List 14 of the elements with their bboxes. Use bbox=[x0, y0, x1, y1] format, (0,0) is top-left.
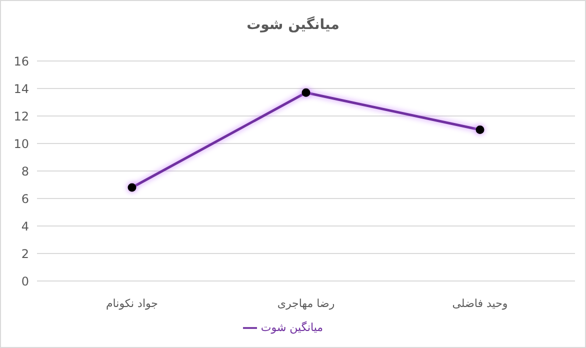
chart-title: میانگین شوت bbox=[246, 17, 340, 33]
y-tick-label: 10 bbox=[14, 136, 29, 151]
x-tick-label: رضا مهاجری bbox=[277, 296, 335, 310]
y-tick-label: 14 bbox=[14, 82, 29, 96]
y-tick-label: 4 bbox=[21, 219, 29, 234]
x-tick-label: جواد نکونام bbox=[106, 296, 158, 310]
y-tick-label: 12 bbox=[14, 109, 29, 124]
y-tick-label: 2 bbox=[21, 246, 29, 261]
legend-label: میانگین شوت bbox=[260, 321, 324, 334]
y-tick-label: 16 bbox=[14, 54, 29, 68]
y-tick-label: 0 bbox=[21, 274, 29, 288]
y-tick-label: 8 bbox=[21, 164, 29, 178]
y-tick-label: 6 bbox=[21, 192, 29, 206]
x-tick-label: وحید فاضلی bbox=[452, 296, 508, 310]
